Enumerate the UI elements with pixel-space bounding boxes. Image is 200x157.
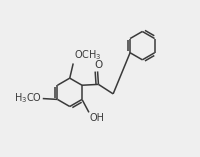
Text: OCH$_3$: OCH$_3$	[74, 48, 102, 62]
Text: H$_3$CO: H$_3$CO	[14, 92, 42, 106]
Text: OH: OH	[90, 113, 105, 123]
Text: O: O	[94, 60, 103, 70]
